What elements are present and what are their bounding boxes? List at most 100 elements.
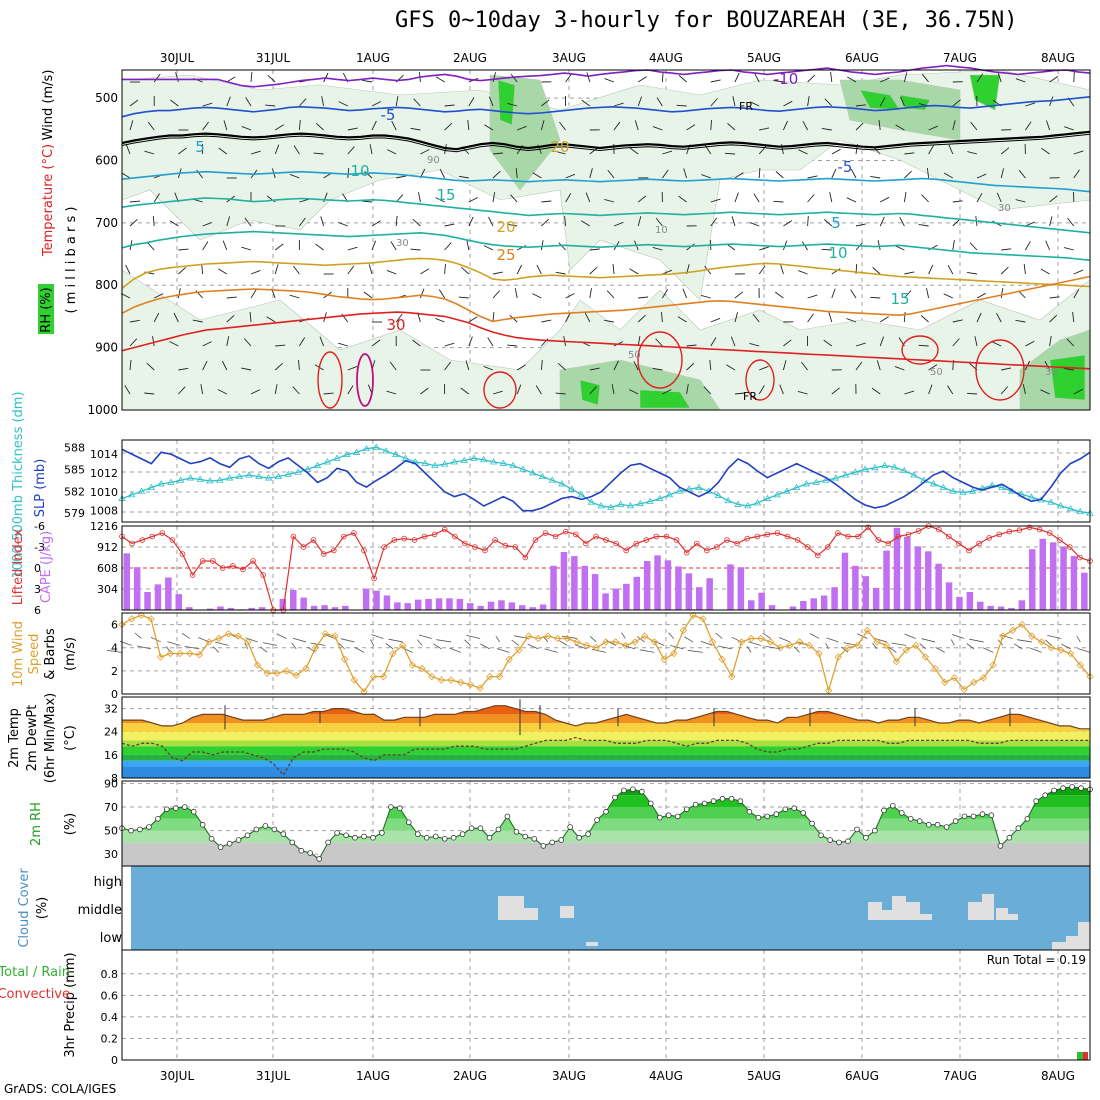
thickness-point	[440, 460, 449, 467]
wind-barb	[903, 192, 907, 203]
wind-barb	[371, 101, 382, 107]
precip-tick: 0.4	[101, 1011, 119, 1024]
dewpt2m-line	[121, 736, 1090, 777]
lifted-index-point	[220, 565, 226, 571]
wind10-point	[370, 672, 378, 681]
rh2m-point	[531, 835, 538, 842]
wind-barb	[218, 147, 228, 155]
wind10-point	[195, 651, 204, 659]
lifted-index-point	[391, 537, 398, 543]
wind-barb	[686, 344, 697, 347]
rh2m-point	[782, 806, 789, 813]
cape-bar	[789, 606, 797, 610]
wind10-barb	[1061, 643, 1071, 650]
wind-barb	[532, 172, 542, 179]
lifted-index-point	[845, 533, 851, 540]
wind-barb	[783, 220, 793, 227]
wind-barb	[371, 240, 377, 251]
rh2m-point	[827, 837, 833, 843]
thickness-point	[362, 445, 371, 452]
freezing-level-outline	[121, 133, 1091, 153]
thickness-point	[313, 461, 322, 469]
wind-barb	[703, 386, 712, 395]
wind10-tick: 2	[111, 665, 118, 678]
wind10-point	[389, 649, 397, 658]
wind10-point	[757, 634, 765, 643]
date-tick-bottom: 31JUL	[256, 1069, 291, 1083]
wind10-point	[989, 661, 997, 669]
wind-barb	[928, 364, 938, 371]
wind10-axis-label: Speed	[27, 634, 42, 675]
wind10-point	[699, 615, 707, 623]
wind-barb	[1025, 340, 1035, 347]
cloud-level-low: low	[100, 931, 123, 946]
wind-barb	[943, 293, 953, 299]
wind10-point	[457, 678, 465, 687]
rh2m-point	[907, 815, 914, 822]
wind-barb	[492, 72, 497, 83]
rh2m-point	[307, 850, 314, 856]
cape-bar	[831, 587, 838, 610]
wind-barb	[1049, 216, 1053, 227]
wind-barb	[629, 389, 639, 395]
panel-frame	[121, 439, 1091, 523]
wind-barb	[120, 293, 131, 299]
cape-bar	[487, 601, 495, 610]
contour-label: 5	[195, 138, 205, 156]
wind10-barb	[951, 634, 965, 639]
wind-barb	[492, 290, 501, 299]
lifted-index-point	[966, 547, 972, 554]
wind10-barb	[715, 632, 723, 639]
precip-tick: 0	[111, 1054, 118, 1067]
wind-barb	[371, 220, 381, 227]
wind-barb	[418, 192, 421, 203]
wind-barb	[773, 79, 784, 83]
lifted-index-point	[240, 566, 246, 573]
rh2m-point	[621, 787, 627, 794]
wind-barb	[250, 289, 257, 299]
wind10-point	[805, 641, 813, 650]
wind-barb	[918, 344, 929, 347]
cape-bar	[435, 598, 443, 610]
wind-barb	[878, 120, 881, 131]
wind10-barb	[338, 643, 345, 650]
wind-barb	[782, 240, 788, 251]
wind-barb	[613, 221, 624, 227]
rh2m-axis-label: 2m RH	[29, 802, 44, 846]
panel-frame	[121, 69, 1091, 411]
wind-barb	[243, 338, 252, 347]
wind10-barb	[1013, 643, 1023, 650]
temp-band	[122, 731, 1090, 741]
thickness-point	[216, 476, 224, 483]
lifted-tick: 6	[34, 604, 41, 617]
lifted-index-point	[472, 544, 478, 550]
thickness-point	[323, 458, 332, 465]
wind-barb	[710, 317, 721, 323]
cape-bar	[748, 600, 755, 610]
wind-barb	[895, 245, 905, 251]
rh-shading	[497, 79, 516, 126]
wind-barb	[144, 392, 155, 395]
cape-bar	[165, 577, 172, 610]
wind-barb	[389, 361, 397, 371]
thickness-point	[519, 465, 527, 472]
rh2m-point	[961, 813, 968, 820]
cape-bar	[300, 597, 307, 610]
lifted-index-point	[210, 558, 216, 564]
slp-line	[121, 448, 1091, 512]
wind-barb	[420, 149, 430, 155]
lifted-index-point	[381, 544, 388, 550]
wind-barb	[996, 312, 1002, 323]
thickness-point	[470, 454, 478, 461]
wind10-point	[931, 664, 939, 673]
cape-bar	[154, 584, 162, 610]
wind-barb	[758, 265, 766, 275]
wind10-point	[970, 678, 978, 687]
wind-barb	[1000, 147, 1010, 155]
wind-barb	[1066, 338, 1075, 347]
wind10-barb	[1077, 648, 1091, 653]
wind10-barb	[891, 642, 907, 646]
wind-barb	[218, 268, 228, 275]
wind10-barb	[950, 639, 955, 646]
wind-barb	[412, 218, 421, 227]
